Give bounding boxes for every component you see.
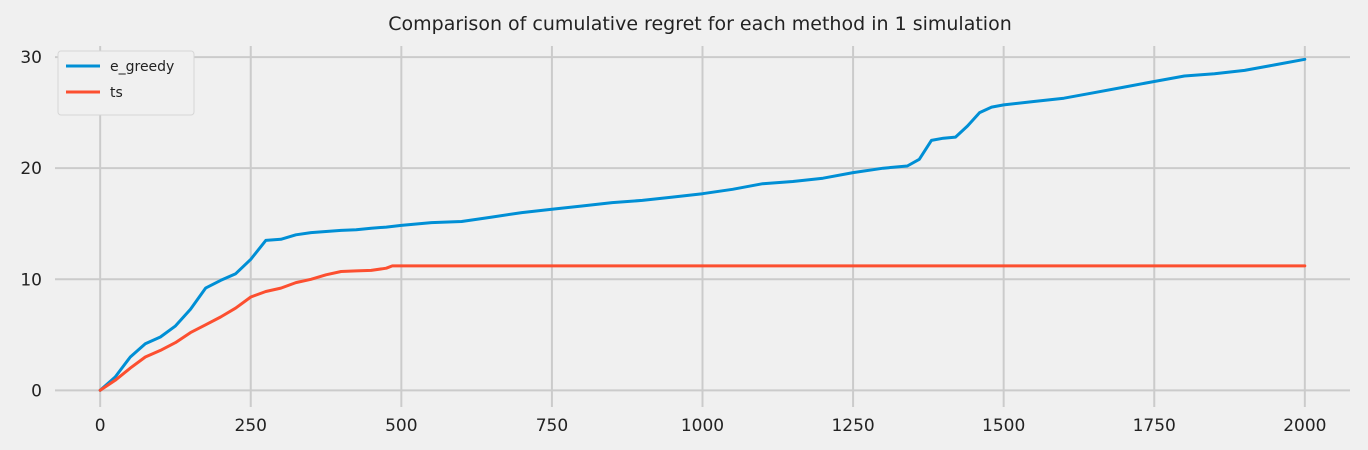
x-tick-label: 250: [235, 416, 267, 436]
y-tick-label: 20: [20, 159, 42, 179]
x-tick-label: 1500: [982, 416, 1025, 436]
plot-lines: [98, 57, 1307, 392]
x-tick-label: 500: [385, 416, 417, 436]
y-tick-label: 10: [20, 270, 42, 290]
grid: [55, 46, 1350, 407]
x-tick-label: 1000: [681, 416, 724, 436]
x-tick-label: 750: [536, 416, 568, 436]
x-tick-label: 0: [95, 416, 106, 436]
y-tick-label: 0: [31, 381, 42, 401]
chart-title: Comparison of cumulative regret for each…: [388, 13, 1012, 35]
x-tick-label: 1250: [831, 416, 874, 436]
x-tick-label: 1750: [1133, 416, 1176, 436]
legend-label: e_greedy: [110, 59, 174, 75]
y-tick-label: 30: [20, 48, 42, 68]
x-tick-label: 2000: [1283, 416, 1326, 436]
tick-labels: 0 250 500 750 1000 1250 1500 1750 2000 0 10 20 30: [20, 48, 1326, 436]
series-line-e-greedy: [98, 57, 1307, 392]
series-line-ts: [98, 264, 1307, 392]
legend-label: ts: [110, 85, 123, 101]
